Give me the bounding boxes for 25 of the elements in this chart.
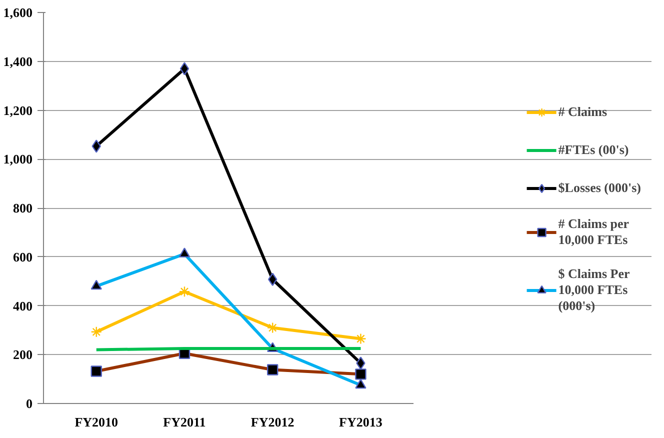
point	[92, 140, 101, 153]
y-tick-label: 200	[13, 347, 32, 362]
y-tick-label: 400	[13, 298, 32, 314]
point	[180, 62, 190, 76]
legend-label: # Claims	[558, 104, 608, 120]
x-tick-label: FY2012	[250, 414, 294, 430]
y-tick-label: 800	[13, 200, 32, 216]
point	[90, 326, 102, 338]
y-tick-label: 1,400	[3, 54, 32, 69]
y-tick-label: 600	[13, 249, 32, 264]
x-tick-label: FY2013	[339, 414, 383, 430]
legend-label: $ Claims Per 10,000 FTEs (000's)	[558, 266, 630, 314]
point	[268, 272, 278, 286]
legend-label: #FTEs (00's)	[558, 142, 629, 158]
x-tick-label: FY2011	[163, 414, 206, 430]
y-tick-label: 1,200	[3, 102, 32, 118]
point	[178, 286, 190, 298]
y-tick-label: 1,600	[3, 5, 32, 20]
y-tick-label: 0	[26, 396, 32, 411]
y-tick-label: 1,000	[3, 152, 32, 167]
point	[356, 356, 366, 370]
point	[355, 333, 366, 344]
legend-label: # Claims per 10,000 FTEs	[558, 216, 630, 248]
x-tick-label: FY2010	[74, 414, 118, 430]
legend-label: $Losses (000's)	[558, 180, 641, 196]
